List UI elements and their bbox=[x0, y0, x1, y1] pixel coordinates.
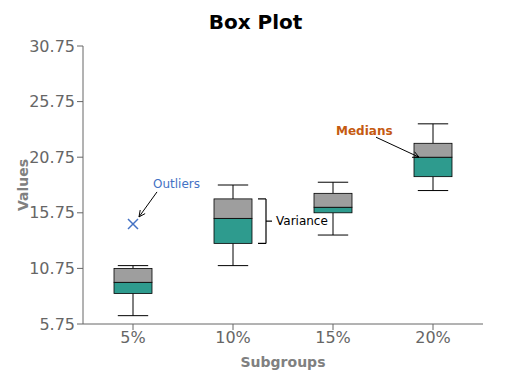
svg-text:Outliers: Outliers bbox=[153, 177, 200, 191]
svg-text:Medians: Medians bbox=[336, 124, 393, 138]
html-text:Box Plot: Box Plot bbox=[208, 10, 303, 34]
svg-text:Variance: Variance bbox=[276, 214, 328, 228]
svg-text:5.75: 5.75 bbox=[39, 315, 75, 334]
svg-text:15%: 15% bbox=[315, 328, 351, 347]
svg-text:25.75: 25.75 bbox=[29, 92, 75, 111]
svg-text:20.75: 20.75 bbox=[29, 148, 75, 167]
svg-text:5%: 5% bbox=[120, 328, 145, 347]
svg-text:30.75: 30.75 bbox=[29, 37, 75, 56]
svg-text:20%: 20% bbox=[415, 328, 451, 347]
svg-text:15.75: 15.75 bbox=[29, 203, 75, 222]
svg-text:Values: Values bbox=[15, 159, 31, 211]
svg-text:Subgroups: Subgroups bbox=[241, 354, 326, 370]
svg-text:10.75: 10.75 bbox=[29, 259, 75, 278]
svg-text:10%: 10% bbox=[215, 328, 251, 347]
